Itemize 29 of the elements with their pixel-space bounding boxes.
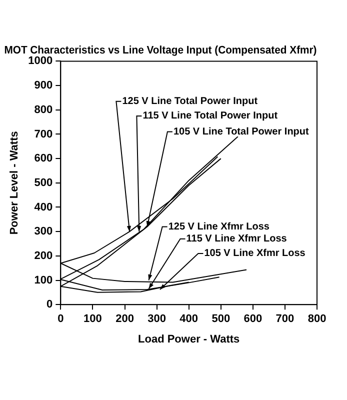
x-tick-label: 400	[180, 313, 198, 326]
y-tick-label: 500	[34, 176, 53, 189]
y-tick-label: 100	[34, 274, 53, 286]
annotation: 115 V Line Xfmr Loss	[186, 234, 288, 245]
y-tick-label: 700	[34, 128, 53, 140]
x-tick-label: 200	[116, 313, 134, 326]
annotation: 115 V Line Total Power Input	[142, 110, 278, 122]
y-tick-label: 400	[34, 201, 53, 214]
x-tick-label: 800	[308, 313, 326, 326]
x-axis-title: Load Power - Watts	[138, 333, 240, 346]
x-tick-label: 500	[212, 313, 230, 326]
y-tick-label: 200	[34, 250, 53, 262]
annotation: 125 V Line Total Power Input	[122, 96, 258, 108]
y-tick-label: 600	[34, 152, 53, 165]
annotation: 105 V Line Xfmr Loss	[204, 248, 306, 260]
x-tick-label: 700	[276, 313, 294, 326]
annotation: 125 V Line Xfmr Loss	[168, 221, 270, 232]
y-axis-title: Power Level - Watts	[8, 131, 21, 235]
y-tick-label: 900	[34, 80, 53, 92]
x-tick-label: 100	[84, 313, 102, 326]
y-tick-label: 800	[34, 104, 53, 116]
y-tick-label: 300	[34, 226, 53, 238]
y-tick-label: 1000	[28, 55, 53, 68]
x-tick-label: 300	[148, 313, 166, 326]
annotation: 105 V Line Total Power Input	[173, 126, 310, 138]
y-tick-label: 0	[46, 298, 53, 311]
x-tick-label: 600	[244, 313, 262, 326]
x-tick-label: 0	[58, 313, 64, 326]
chart-title: MOT Characteristics vs Line Voltage Input (Compensated Xfmr)	[4, 44, 318, 57]
